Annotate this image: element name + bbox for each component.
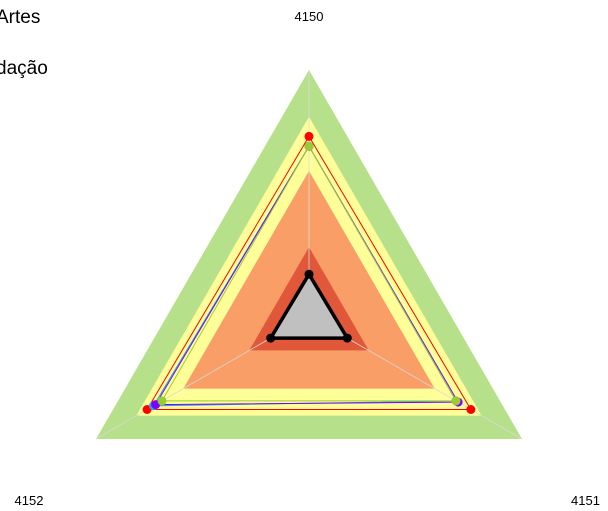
series-line	[154, 145, 459, 406]
data-point	[342, 333, 352, 343]
data-point	[304, 269, 314, 279]
series-line	[146, 135, 472, 410]
data-point	[266, 333, 276, 343]
data-point	[451, 396, 461, 406]
legend-label-2: dação	[0, 58, 48, 79]
data-point	[304, 141, 314, 151]
series-line	[161, 145, 457, 402]
data-point	[157, 396, 167, 406]
data-point	[304, 131, 314, 141]
legend-label-1: Artes	[0, 7, 40, 28]
axis-label-4150: 4150	[295, 9, 324, 24]
axis-label-layer: 4150 4151 4152	[15, 9, 600, 508]
axis-label-4151: 4151	[571, 493, 600, 508]
series-line	[267, 270, 351, 340]
axis-label-4152: 4152	[15, 493, 44, 508]
legend: Artes dação	[0, 7, 48, 79]
data-point	[466, 405, 476, 414]
series-layer	[142, 131, 476, 414]
